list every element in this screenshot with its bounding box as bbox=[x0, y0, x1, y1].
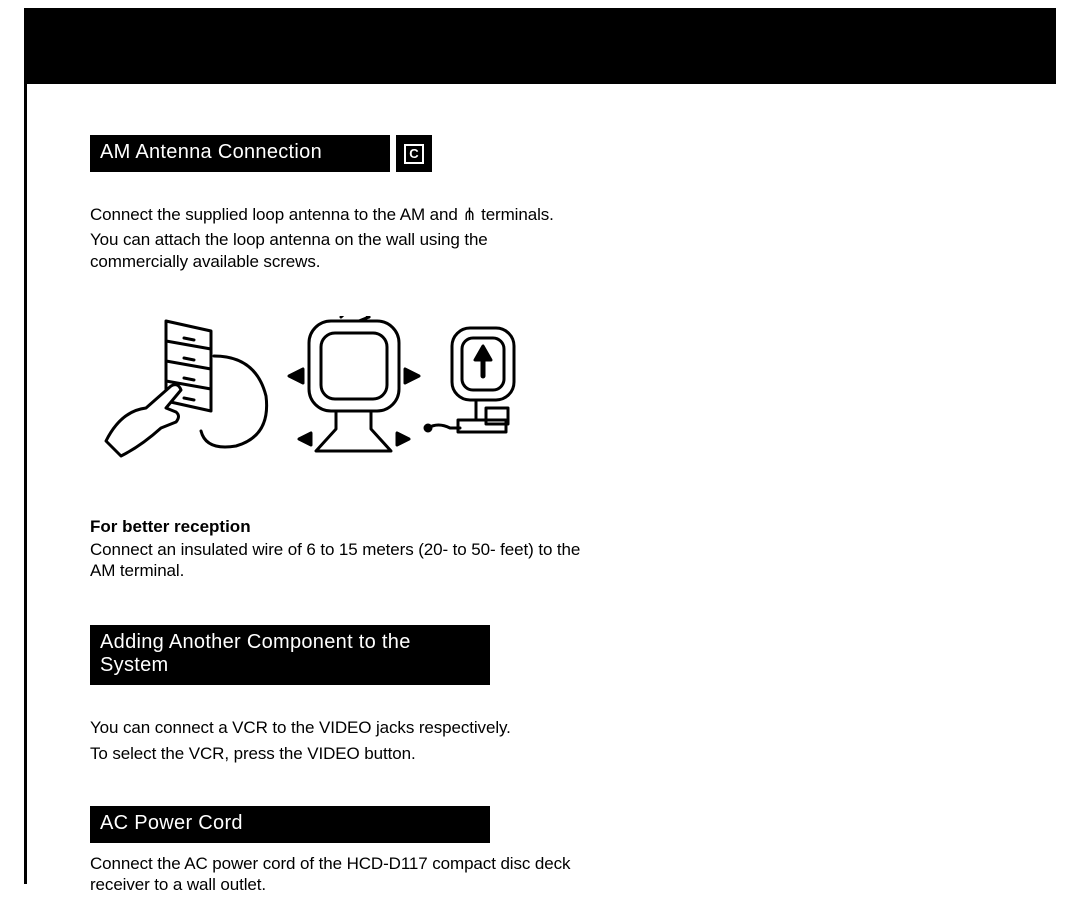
section-title: AM Antenna Connection bbox=[90, 135, 390, 172]
section-bar-ac-power: AC Power Cord bbox=[90, 806, 590, 843]
antenna-illustration bbox=[96, 316, 526, 476]
am-para-1: Connect the supplied loop antenna to the… bbox=[90, 204, 590, 225]
left-vertical-rule bbox=[24, 84, 27, 884]
better-reception-text: Connect an insulated wire of 6 to 15 met… bbox=[90, 539, 590, 582]
ac-power-para: Connect the AC power cord of the HCD-D11… bbox=[90, 853, 590, 896]
page-content: AM Antenna Connection C Connect the supp… bbox=[90, 135, 590, 899]
section-bar-adding-component: Adding Another Component to the System bbox=[90, 625, 590, 685]
section-bar-am-antenna: AM Antenna Connection C bbox=[90, 135, 590, 172]
section-title: Adding Another Component to the System bbox=[90, 625, 490, 685]
top-black-band bbox=[24, 8, 1056, 84]
add-comp-para-1: You can connect a VCR to the VIDEO jacks… bbox=[90, 717, 590, 738]
better-reception-heading: For better reception bbox=[90, 517, 590, 537]
section-ref-letter: C bbox=[404, 144, 424, 164]
section-ac-power: AC Power Cord Connect the AC power cord … bbox=[90, 806, 590, 896]
add-comp-para-2: To select the VCR, press the VIDEO butto… bbox=[90, 743, 590, 764]
am-para-2: You can attach the loop antenna on the w… bbox=[90, 229, 590, 272]
section-title: AC Power Cord bbox=[90, 806, 490, 843]
section-adding-component: Adding Another Component to the System Y… bbox=[90, 625, 590, 764]
better-reception-block: For better reception Connect an insulate… bbox=[90, 517, 590, 582]
am-intro-block: Connect the supplied loop antenna to the… bbox=[90, 204, 590, 272]
section-ref-icon: C bbox=[396, 135, 432, 172]
